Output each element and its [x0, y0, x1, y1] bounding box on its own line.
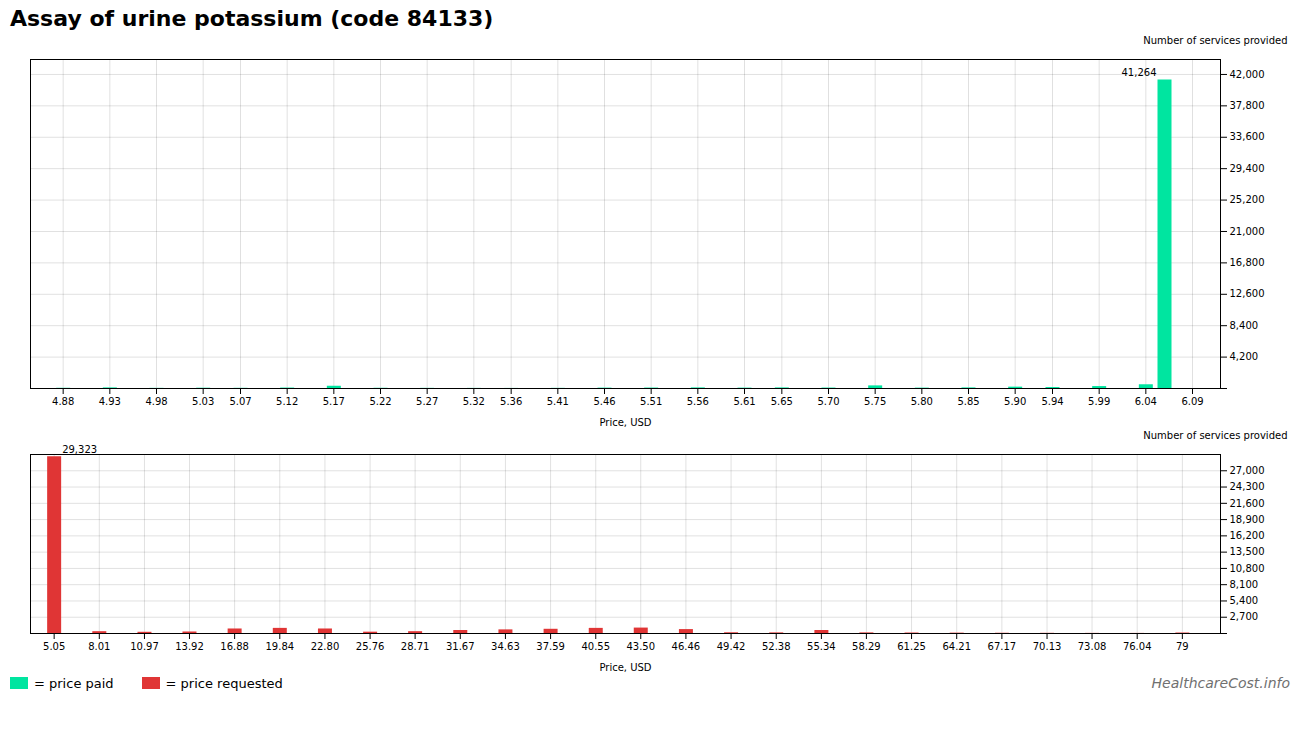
svg-text:43.50: 43.50 — [626, 641, 655, 652]
svg-text:55.34: 55.34 — [807, 641, 836, 652]
html-text:Assay of urine potassium (code: Assay of urine potassium (code 84133) — [10, 6, 494, 31]
svg-text:5.32: 5.32 — [463, 396, 485, 407]
svg-text:5,400: 5,400 — [1230, 595, 1259, 606]
svg-text:16,200: 16,200 — [1230, 530, 1265, 541]
svg-text:8,400: 8,400 — [1230, 320, 1259, 331]
svg-text:13.92: 13.92 — [175, 641, 204, 652]
svg-text:6.04: 6.04 — [1135, 396, 1157, 407]
svg-text:5.27: 5.27 — [416, 396, 438, 407]
svg-text:Price, USD: Price, USD — [599, 417, 651, 428]
svg-text:5.65: 5.65 — [771, 396, 793, 407]
svg-text:2,700: 2,700 — [1230, 611, 1259, 622]
svg-text:25,200: 25,200 — [1230, 194, 1265, 205]
svg-text:5.99: 5.99 — [1088, 396, 1110, 407]
svg-text:4.88: 4.88 — [52, 396, 74, 407]
svg-text:21,600: 21,600 — [1230, 498, 1265, 509]
svg-text:33,600: 33,600 — [1230, 131, 1265, 142]
svg-text:5.05: 5.05 — [43, 641, 65, 652]
svg-text:19.84: 19.84 — [265, 641, 294, 652]
svg-text:46.46: 46.46 — [672, 641, 701, 652]
svg-text:37,800: 37,800 — [1230, 100, 1265, 111]
html-text:= price paid: = price paid — [34, 675, 114, 691]
svg-text:18,900: 18,900 — [1230, 514, 1265, 525]
svg-text:24,300: 24,300 — [1230, 481, 1265, 492]
svg-text:5.51: 5.51 — [640, 396, 662, 407]
svg-text:4,200: 4,200 — [1230, 351, 1259, 362]
svg-text:13,500: 13,500 — [1230, 546, 1265, 557]
svg-text:5.56: 5.56 — [687, 396, 709, 407]
svg-text:64.21: 64.21 — [942, 641, 971, 652]
svg-text:5.22: 5.22 — [369, 396, 391, 407]
svg-text:37.59: 37.59 — [536, 641, 565, 652]
svg-text:58.29: 58.29 — [852, 641, 881, 652]
svg-text:29,400: 29,400 — [1230, 163, 1265, 174]
html-text:= price requested: = price requested — [165, 675, 283, 691]
svg-text:5.17: 5.17 — [323, 396, 345, 407]
svg-text:8.01: 8.01 — [88, 641, 110, 652]
svg-text:Number of services provided: Number of services provided — [1143, 430, 1287, 441]
svg-text:5.03: 5.03 — [192, 396, 214, 407]
svg-text:79: 79 — [1176, 641, 1189, 652]
svg-text:Price, USD: Price, USD — [599, 662, 651, 673]
svg-text:5.41: 5.41 — [547, 396, 569, 407]
svg-text:28.71: 28.71 — [401, 641, 430, 652]
svg-text:25.76: 25.76 — [356, 641, 385, 652]
svg-text:8,100: 8,100 — [1230, 579, 1259, 590]
svg-text:5.61: 5.61 — [733, 396, 755, 407]
svg-text:29,323: 29,323 — [62, 444, 97, 455]
svg-text:52.38: 52.38 — [762, 641, 791, 652]
svg-text:49.42: 49.42 — [717, 641, 746, 652]
svg-text:27,000: 27,000 — [1230, 465, 1265, 476]
svg-text:61.25: 61.25 — [897, 641, 926, 652]
svg-text:21,000: 21,000 — [1230, 226, 1265, 237]
svg-text:5.70: 5.70 — [817, 396, 839, 407]
svg-text:67.17: 67.17 — [988, 641, 1017, 652]
svg-text:12,600: 12,600 — [1230, 288, 1265, 299]
svg-text:5.07: 5.07 — [229, 396, 251, 407]
svg-text:10.97: 10.97 — [130, 641, 159, 652]
html-text:HealthcareCost.info: HealthcareCost.info — [1151, 675, 1290, 691]
svg-text:Number of services provided: Number of services provided — [1143, 35, 1287, 46]
svg-text:4.93: 4.93 — [99, 396, 121, 407]
svg-text:22.80: 22.80 — [311, 641, 340, 652]
svg-text:5.85: 5.85 — [957, 396, 979, 407]
svg-text:16.88: 16.88 — [220, 641, 249, 652]
svg-text:6.09: 6.09 — [1181, 396, 1203, 407]
svg-text:16,800: 16,800 — [1230, 257, 1265, 268]
svg-text:5.90: 5.90 — [1004, 396, 1026, 407]
svg-text:10,800: 10,800 — [1230, 563, 1265, 574]
svg-text:5.46: 5.46 — [593, 396, 615, 407]
svg-text:76.04: 76.04 — [1123, 641, 1152, 652]
svg-text:4.98: 4.98 — [145, 396, 167, 407]
svg-text:34.63: 34.63 — [491, 641, 520, 652]
svg-text:5.94: 5.94 — [1041, 396, 1063, 407]
svg-text:5.75: 5.75 — [864, 396, 886, 407]
svg-text:41,264: 41,264 — [1122, 67, 1157, 78]
svg-text:5.80: 5.80 — [911, 396, 933, 407]
svg-text:73.08: 73.08 — [1078, 641, 1107, 652]
svg-text:31.67: 31.67 — [446, 641, 475, 652]
svg-text:5.36: 5.36 — [500, 396, 522, 407]
svg-text:70.13: 70.13 — [1033, 641, 1062, 652]
svg-text:42,000: 42,000 — [1230, 69, 1265, 80]
svg-text:40.55: 40.55 — [581, 641, 610, 652]
svg-text:5.12: 5.12 — [276, 396, 298, 407]
